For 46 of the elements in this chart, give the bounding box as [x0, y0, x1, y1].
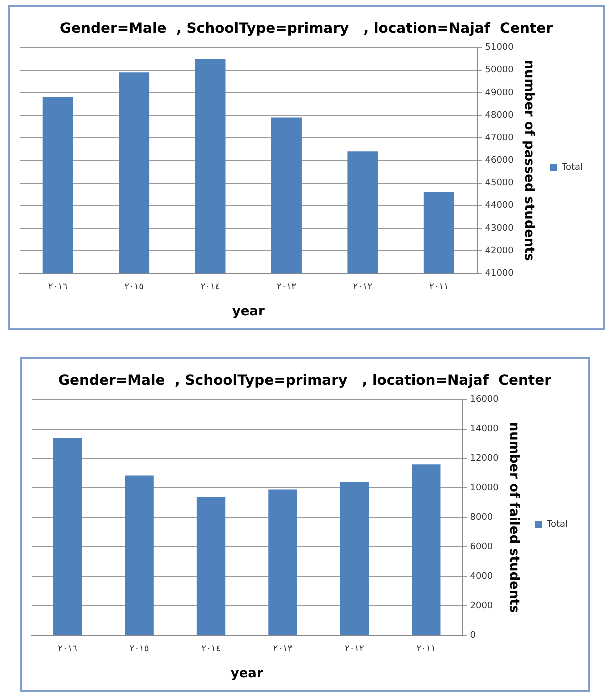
- legend-label: Total: [546, 520, 568, 530]
- y-tick-label: 12000: [470, 454, 500, 464]
- x-tick-label: ٢٠١٢: [353, 282, 373, 292]
- x-axis-title: year: [232, 304, 266, 320]
- x-tick-label: ٢٠١٦: [48, 282, 68, 292]
- y-tick-label: 14000: [470, 424, 500, 435]
- x-tick-label: ٢٠١٥: [124, 282, 144, 292]
- y-tick-label: 47000: [485, 133, 514, 144]
- y-tick-label: 44000: [485, 201, 514, 212]
- bar: [196, 497, 226, 636]
- chart-title: Gender=Male , SchoolType=primary , location=Najaf Center: [58, 373, 552, 390]
- bar: [340, 482, 370, 636]
- y-tick-label: 4000: [470, 572, 494, 582]
- y-tick-label: 42000: [485, 246, 514, 256]
- y-tick-label: 6000: [470, 542, 494, 553]
- x-tick-label: ٢٠١٦: [58, 644, 78, 654]
- bar: [125, 476, 154, 636]
- y-tick-label: 0: [470, 630, 476, 641]
- bar: [412, 464, 441, 636]
- y-tick-label: 16000: [470, 395, 500, 406]
- y-tick-label: 41000: [485, 268, 514, 279]
- chart-title: Gender=Male , SchoolType=primary , location=Najaf Center: [60, 21, 554, 38]
- x-tick-label: ٢٠١٣: [277, 282, 297, 292]
- y-tick-label: 50000: [485, 66, 514, 76]
- x-tick-label: ٢٠١١: [416, 644, 436, 654]
- y-tick-label: 8000: [470, 513, 494, 524]
- bar: [268, 490, 298, 636]
- x-tick-label: ٢٠١٢: [345, 644, 365, 654]
- x-tick-label: ٢٠١٥: [130, 644, 150, 654]
- x-axis-title: year: [230, 666, 264, 682]
- y-tick-label: 49000: [485, 88, 514, 98]
- y-tick-label: 43000: [485, 224, 514, 234]
- y-axis-title: number of failed students: [506, 422, 522, 614]
- legend-label: Total: [560, 162, 584, 173]
- y-tick-label: 2000: [470, 601, 494, 612]
- x-tick-label: ٢٠١١: [429, 282, 449, 292]
- y-tick-label: 45000: [485, 178, 514, 189]
- y-tick-label: 10000: [470, 484, 500, 494]
- x-tick-label: ٢٠١٤: [200, 282, 220, 292]
- y-axis-title: number of passed students: [521, 60, 536, 262]
- x-tick-label: ٢٠١٣: [273, 644, 293, 654]
- x-tick-label: ٢٠١٤: [202, 644, 222, 654]
- y-tick-label: 51000: [485, 43, 514, 54]
- y-tick-label: 48000: [485, 110, 514, 121]
- y-tick-label: 46000: [485, 156, 514, 166]
- bar: [54, 438, 82, 636]
